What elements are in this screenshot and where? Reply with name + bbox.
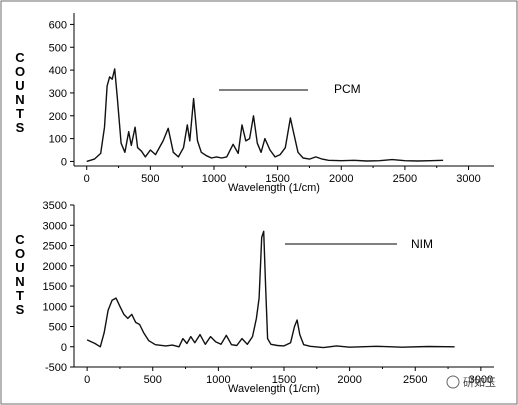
pcm-y-tick-label: 600 — [49, 19, 67, 31]
pcm-x-tick-label: 2500 — [393, 173, 417, 185]
pcm-x-tick-label: 1000 — [202, 173, 226, 185]
nim-y-axis-label-letter: S — [16, 302, 25, 317]
nim-y-tick-label: 2500 — [43, 241, 67, 253]
nim-x-tick-label: 1500 — [272, 374, 296, 386]
pcm-y-axis-label-letter: O — [15, 64, 25, 79]
nim-y-axis-label-letter: C — [15, 232, 25, 247]
pcm-series-line — [86, 68, 444, 163]
watermark-logo-icon — [446, 375, 460, 389]
nim-y-axis-label-letter: N — [15, 274, 24, 289]
pcm-y-axis-label-letter: S — [16, 120, 25, 135]
watermark: 研如玉 — [446, 375, 496, 389]
nim-y-tick-label: 1500 — [43, 281, 67, 293]
pcm-y-axis-label-letter: C — [15, 50, 25, 65]
pcm-y-tick-label: 0 — [61, 156, 67, 168]
pcm-x-tick-label: 3000 — [456, 173, 480, 185]
pcm-y-tick-label: 200 — [49, 111, 67, 123]
pcm-x-tick-label: 2000 — [329, 173, 353, 185]
nim-x-tick-label: 2500 — [403, 374, 427, 386]
nim-y-tick-label: 2000 — [43, 261, 67, 273]
pcm-x-tick-label: 1500 — [265, 173, 289, 185]
pcm-y-tick-label: 400 — [49, 65, 67, 77]
nim-x-tick-label: 1000 — [206, 374, 230, 386]
pcm-x-tick-label: 0 — [84, 173, 90, 185]
nim-x-axis-label: Wavelength (1/cm) — [228, 383, 320, 395]
pcm-legend-label: PCM — [334, 82, 361, 96]
nim-y-tick-label: 1000 — [43, 301, 67, 313]
pcm-y-axis-label-letter: U — [15, 78, 24, 93]
pcm-x-axis-label: Wavelength (1/cm) — [228, 182, 320, 194]
pcm-y-axis-label-letter: T — [16, 106, 24, 121]
nim-x-tick-label: 0 — [84, 374, 90, 386]
nim-series-line — [86, 230, 455, 349]
pcm-y-axis-label-letter: N — [15, 92, 24, 107]
watermark-text: 研如玉 — [463, 375, 496, 389]
nim-x-tick-label: 3000 — [469, 374, 493, 386]
nim-x-tick-label: 2000 — [337, 374, 361, 386]
nim-y-tick-label: 0 — [61, 342, 67, 354]
pcm-y-tick-label: 300 — [49, 88, 67, 100]
pcm-y-tick-label: 500 — [49, 42, 67, 54]
nim-y-axis-label-letter: T — [16, 288, 24, 303]
nim-y-axis-label-letter: O — [15, 246, 25, 261]
nim-y-axis-label-letter: U — [15, 260, 24, 275]
nim-y-tick-label: 3000 — [43, 220, 67, 232]
pcm-y-tick-label: 100 — [49, 134, 67, 146]
nim-y-tick-label: 3500 — [43, 200, 67, 212]
nim-y-tick-label: -500 — [45, 362, 67, 374]
nim-legend-label: NIM — [411, 237, 433, 251]
nim-x-tick-label: 500 — [144, 374, 162, 386]
nim-y-tick-label: 500 — [49, 322, 67, 334]
pcm-x-tick-label: 500 — [141, 173, 159, 185]
